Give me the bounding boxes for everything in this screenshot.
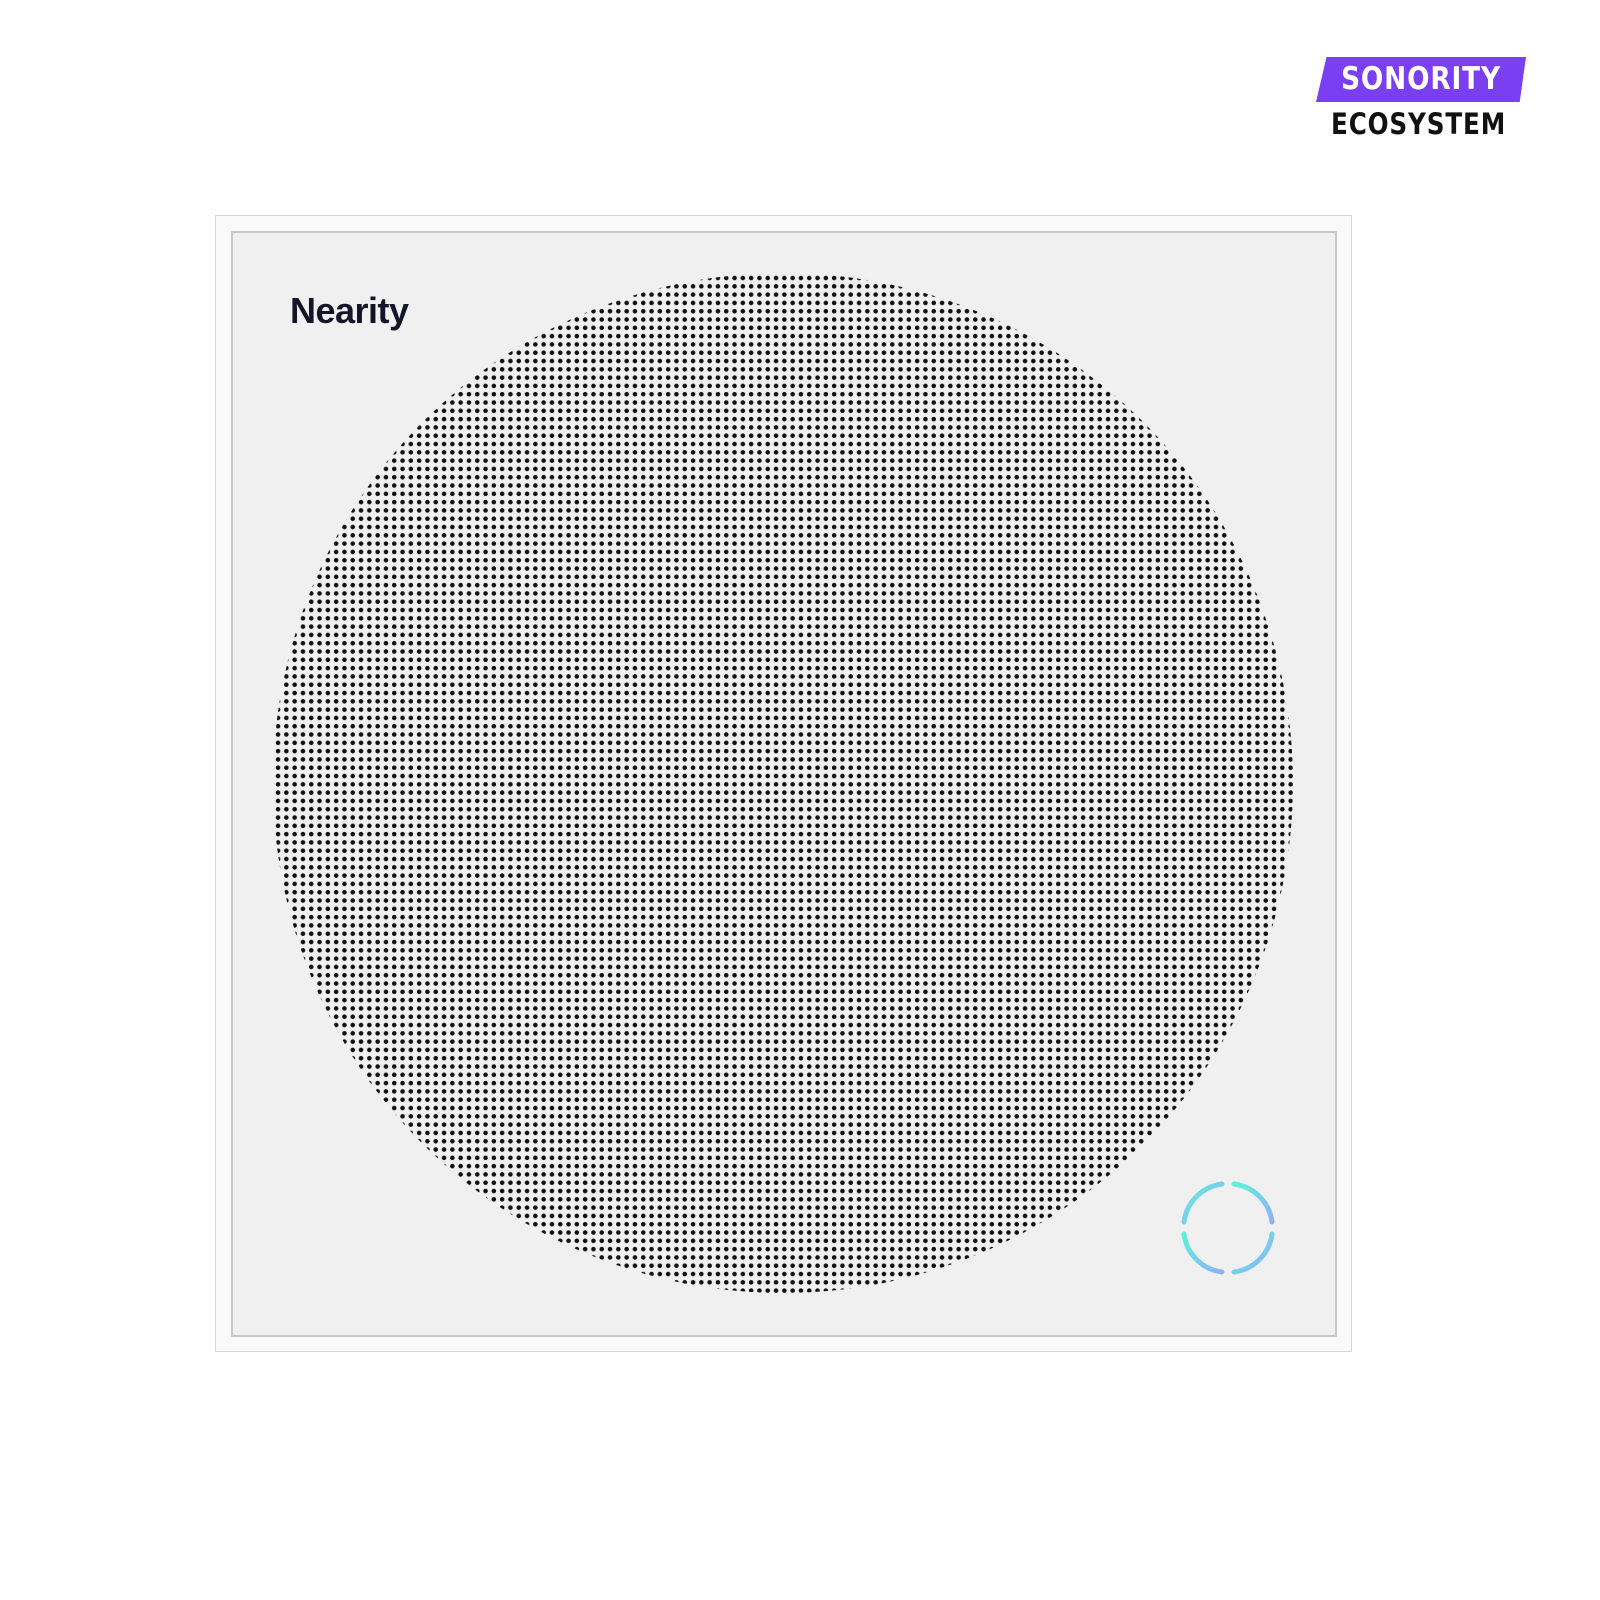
indicator-ring-icon <box>1181 1181 1275 1275</box>
badge-top: SONORITY <box>1316 57 1526 102</box>
badge-top-text: SONORITY <box>1341 61 1501 97</box>
grille-dots <box>273 273 1293 1293</box>
brand-logo: Nearity <box>290 290 409 331</box>
badge-bottom-text: ECOSYSTEM <box>1331 107 1507 141</box>
